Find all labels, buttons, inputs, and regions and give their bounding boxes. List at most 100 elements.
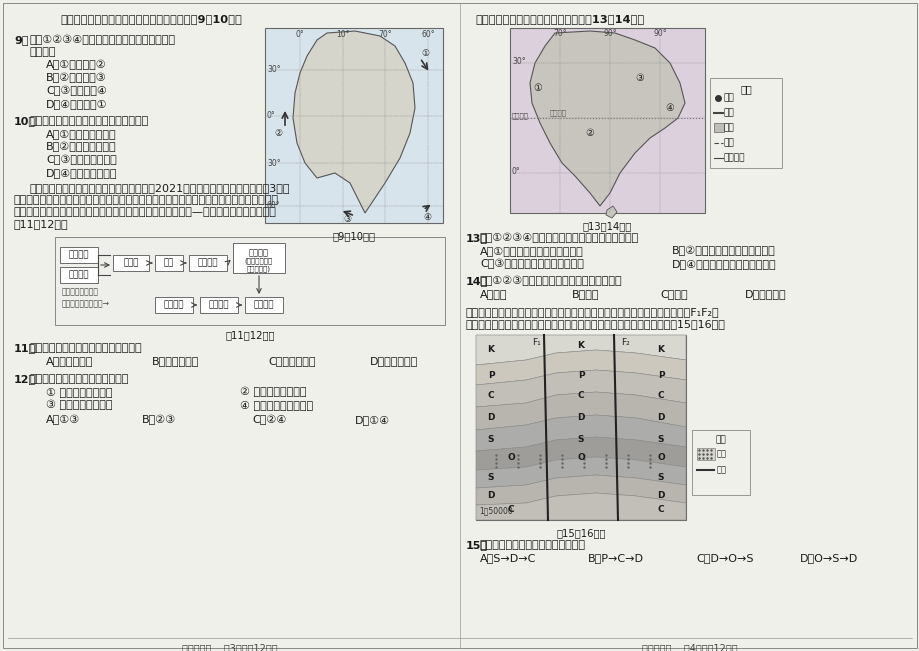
Bar [509,28,704,213]
Text: P: P [657,370,664,380]
Text: 9．: 9． [14,35,28,45]
Text: 30°: 30° [267,66,280,74]
Text: 废钢铁循环体现了可持续发展的原则是: 废钢铁循环体现了可持续发展的原则是 [30,343,142,353]
Text: 60°: 60° [421,30,435,39]
Bar [55,237,445,325]
Text: A．①③: A．①③ [46,415,80,425]
Text: 图中部分岩层的年龄由新到老依次是: 图中部分岩层的年龄由新到老依次是 [480,540,585,550]
Text: 14．: 14． [466,276,488,286]
Polygon shape [475,437,686,470]
Text: 第13、14题图: 第13、14题图 [582,221,631,231]
Bar [199,297,238,313]
Text: 图例: 图例 [739,84,751,94]
Text: 0°: 0° [512,167,520,176]
Text: 吨，并呈现连年增长的趋势，废钢铁资源的快速增长将对钢铁工业的流程结构、企业布局、: 吨，并呈现连年增长的趋势，废钢铁资源的快速增长将对钢铁工业的流程结构、企业布局、 [14,195,278,205]
Text: O: O [576,452,584,462]
Text: D．海陆位置: D．海陆位置 [744,289,786,299]
Text: A．S→D→C: A．S→D→C [480,553,536,563]
Text: C．共同性原则: C．共同性原则 [267,356,315,366]
Text: 国界: 国界 [723,139,734,148]
Polygon shape [475,415,686,451]
Text: 影响①②③地自然地理环境差异的主要因素是: 影响①②③地自然地理环境差异的主要因素是 [480,276,622,286]
Bar [244,297,283,313]
Text: ③: ③ [635,73,643,83]
Text: A．地形: A．地形 [480,289,507,299]
Text: 加工发展: 加工发展 [209,301,229,309]
Polygon shape [475,475,686,505]
Text: ④ 实现生产过程碳归零: ④ 实现生产过程碳归零 [240,400,312,410]
Text: C: C [657,391,664,400]
Text: ①: ① [533,83,542,93]
Text: 15．: 15． [466,540,487,550]
Text: D．④密度大于①: D．④密度大于① [46,99,108,109]
Bar [691,430,749,495]
Text: 90°: 90° [652,29,666,38]
Text: 70°: 70° [552,29,566,38]
Text: S: S [657,436,664,445]
Text: 海拔: 海拔 [723,124,734,133]
Text: C．③盐度大于④: C．③盐度大于④ [46,86,107,96]
Text: C: C [487,391,494,400]
Text: C．②④: C．②④ [252,415,286,425]
Text: K: K [577,340,584,350]
Polygon shape [529,31,685,206]
Text: ②: ② [585,128,594,138]
Text: 下图为亚洲局部地区气候分布图，完成13、14题。: 下图为亚洲局部地区气候分布图，完成13、14题。 [474,14,643,24]
Text: 10．: 10． [14,116,36,126]
Text: C: C [507,505,514,514]
Text: 图中①②③④四地的植被景观特征，说法正确的是: 图中①②③④四地的植被景观特征，说法正确的是 [480,233,639,243]
Text: ③ 拓展资源利用深度: ③ 拓展资源利用深度 [46,400,112,410]
Text: D: D [487,490,494,499]
Text: D: D [656,413,664,421]
Text: ④: ④ [423,214,431,223]
Text: ④: ④ [665,103,674,113]
Text: D．O→S→D: D．O→S→D [800,553,857,563]
Text: 30°: 30° [512,57,525,66]
Text: 资源和能源消耗、碳排放产生重要影响。下图为我国钢铁生产—消费基本流程示意图。完: 资源和能源消耗、碳排放产生重要影响。下图为我国钢铁生产—消费基本流程示意图。完 [14,207,277,217]
Text: 废钢铁是一种可无限循环使用的绿色资源，2021年中国废钢铁资源总产量接近3亿多: 废钢铁是一种可无限循环使用的绿色资源，2021年中国废钢铁资源总产量接近3亿多 [30,183,290,193]
Text: 河流: 河流 [723,109,734,117]
Text: S: S [577,436,584,445]
Text: 电炉炼钢: 电炉炼钢 [164,301,184,309]
Text: S: S [487,436,494,445]
Text: 11．: 11． [14,343,36,353]
Text: K: K [657,346,664,355]
Text: ②: ② [274,128,282,137]
Text: K: K [487,346,494,355]
Text: 地理试题卷    第4页（共12页）: 地理试题卷 第4页（共12页） [641,643,737,651]
Text: 地理试题卷    第3页（共12页）: 地理试题卷 第3页（共12页） [182,643,278,651]
Text: (建筑、交通、: (建筑、交通、 [244,257,273,264]
Text: 下图为某地地质图，图中字母代表不同沉积岩层，当地曾发生轻微褶皱运动，F₁F₂为: 下图为某地地质图，图中字母代表不同沉积岩层，当地曾发生轻微褶皱运动，F₁F₂为 [466,307,719,317]
Text: D: D [576,413,584,421]
Text: D．④处行船风浪较小: D．④处行船风浪较小 [46,168,118,178]
Text: 制备加工: 制备加工 [198,258,218,268]
Text: A．①水温低于②: A．①水温低于② [46,60,107,70]
Text: B．P→C→D: B．P→C→D [587,553,643,563]
Bar [113,255,149,271]
Text: C．③对沿岸增温较少: C．③对沿岸增温较少 [46,155,117,165]
Text: 图中①②③④四处海域表层海水性质的比较，: 图中①②③④四处海域表层海水性质的比较， [30,35,176,46]
Text: C．水分: C．水分 [659,289,686,299]
Text: 精炼: 精炼 [164,258,174,268]
Text: F₂: F₂ [620,338,630,347]
Text: 使用消费: 使用消费 [249,248,268,257]
Text: D: D [656,490,664,499]
Text: A．①植物叶面积较小、叶片内卷: A．①植物叶面积较小、叶片内卷 [480,246,584,256]
Text: O: O [506,452,515,462]
Text: C: C [577,391,584,400]
Polygon shape [475,335,686,365]
Text: 12．: 12． [14,374,36,384]
Bar [60,247,98,263]
Bar [154,255,183,271]
Text: C．③高大繁茂，有明显季相变化: C．③高大繁茂，有明显季相变化 [480,259,584,270]
Text: 废钢铁炼钢工业流程→: 废钢铁炼钢工业流程→ [62,299,110,308]
Text: 炼铁等: 炼铁等 [123,258,139,268]
Polygon shape [475,350,686,385]
Text: 70°: 70° [378,30,391,39]
Text: 矿矿开采: 矿矿开采 [69,251,89,260]
Text: A．公平性原则: A．公平性原则 [46,356,93,366]
Text: 机械、家电): 机械、家电) [246,265,271,271]
Text: 传统钢铁工业流程: 传统钢铁工业流程 [62,287,99,296]
Text: D: D [487,413,494,421]
Text: 读世界局部区域某季节洋流分布示意图，完成9、10题。: 读世界局部区域某季节洋流分布示意图，完成9、10题。 [60,14,242,24]
